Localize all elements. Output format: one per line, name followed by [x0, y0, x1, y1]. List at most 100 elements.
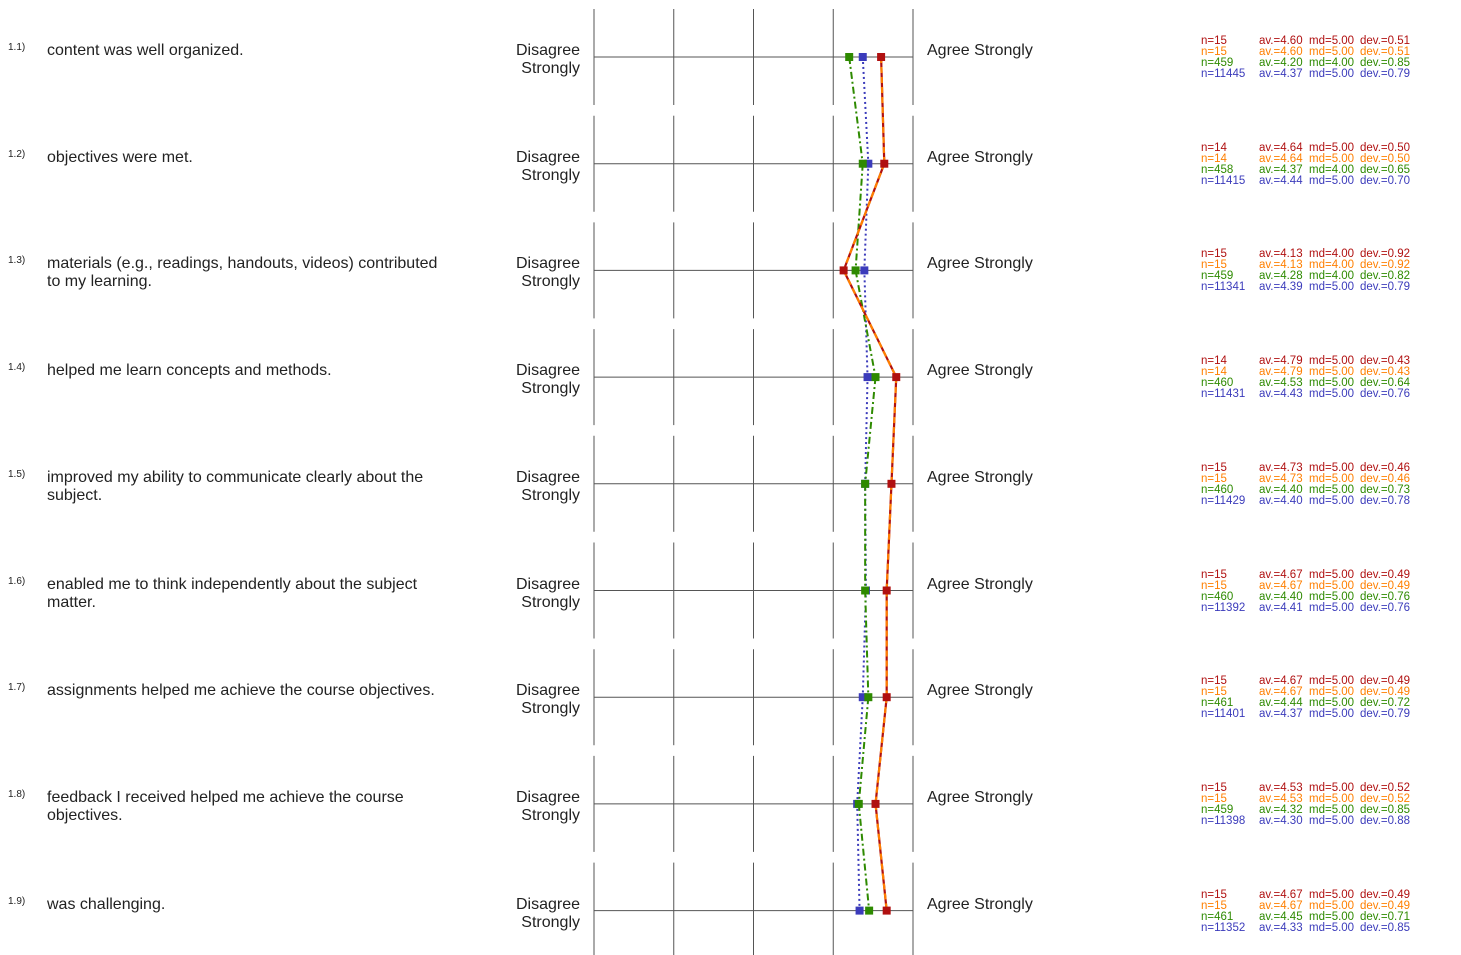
series-segment [874, 697, 888, 805]
stat-n: n=459 [1201, 803, 1234, 816]
question-number: 1.1) [8, 42, 26, 53]
stat-av: av.=4.37 [1259, 708, 1303, 721]
item-stats: n=15 av.=4.67 md=5.00 dev.=0.49 n=15 av.=4.67… [1201, 675, 1461, 721]
stats-row: n=15 av.=4.73 md=5.00 dev.=0.46 [1201, 472, 1461, 485]
stat-dev: dev.=0.85 [1360, 803, 1410, 816]
series-segment [842, 163, 886, 271]
stat-md: md=5.00 [1309, 366, 1355, 379]
stat-dev: dev.=0.52 [1360, 792, 1410, 805]
data-point [845, 53, 854, 61]
stat-av: av.=4.45 [1259, 910, 1303, 923]
data-point [871, 799, 880, 808]
stat-av: av.=4.64 [1259, 141, 1303, 154]
stat-n: n=14 [1201, 141, 1227, 154]
series-segment [864, 377, 877, 484]
series-segment [857, 697, 870, 804]
data-point [892, 373, 901, 382]
stat-av: av.=4.67 [1259, 686, 1303, 699]
stat-n: n=11415 [1201, 174, 1246, 187]
question-text: helped me learn concepts and methods. [47, 362, 332, 380]
stat-dev: dev.=0.46 [1360, 461, 1410, 474]
stat-md: md=4.00 [1309, 163, 1355, 176]
data-point [839, 266, 848, 275]
stat-av: av.=4.13 [1259, 248, 1303, 261]
left-pole-label: Disagree Strongly [515, 575, 580, 611]
left-pole-label: Disagree Strongly [515, 895, 580, 931]
stat-dev: dev.=0.49 [1360, 579, 1410, 592]
stat-n: n=15 [1201, 35, 1227, 47]
stat-dev: dev.=0.78 [1360, 494, 1410, 507]
data-point [858, 53, 867, 61]
series-segment [848, 56, 864, 164]
stats-row: n=15 av.=4.67 md=5.00 dev.=0.49 [1201, 888, 1461, 901]
stats-row: n=15 av.=4.67 md=5.00 dev.=0.49 [1201, 569, 1461, 581]
data-point [871, 373, 880, 382]
stat-n: n=15 [1201, 792, 1227, 805]
stat-n: n=11398 [1201, 814, 1246, 827]
stat-md: md=5.00 [1309, 281, 1355, 294]
question-number: 1.8) [8, 788, 26, 800]
stat-n: n=459 [1201, 57, 1234, 69]
right-pole-label: Agree Strongly [927, 362, 1033, 380]
series-segment [857, 803, 871, 911]
left-pole-label: Disagree Strongly [515, 42, 580, 77]
stat-av: av.=4.67 [1259, 888, 1303, 901]
series-segment [856, 803, 861, 911]
question-text: was challenging. [47, 895, 166, 913]
stat-md: md=5.00 [1309, 803, 1355, 816]
question-number: 1.7) [8, 682, 26, 694]
stat-n: n=11429 [1201, 494, 1246, 507]
stats-row: n=459 av.=4.32 md=5.00 dev.=0.85 [1201, 803, 1461, 816]
stat-md: md=5.00 [1309, 35, 1355, 47]
stats-row: n=459 av.=4.28 md=4.00 dev.=0.82 [1201, 271, 1461, 283]
stat-av: av.=4.60 [1259, 35, 1303, 47]
data-point [861, 586, 870, 595]
stat-md: md=5.00 [1309, 910, 1355, 923]
stats-row: n=11401 av.=4.37 md=5.00 dev.=0.79 [1201, 708, 1461, 721]
stat-dev: dev.=0.79 [1360, 68, 1410, 80]
stat-md: md=5.00 [1309, 483, 1355, 496]
stat-md: md=5.00 [1309, 899, 1355, 912]
stat-md: md=5.00 [1309, 814, 1355, 827]
question-number: 1.4) [8, 362, 26, 374]
data-point [877, 53, 886, 61]
stat-md: md=5.00 [1309, 174, 1355, 187]
stat-dev: dev.=0.71 [1360, 910, 1410, 923]
data-point [887, 479, 896, 488]
data-point [860, 266, 869, 275]
stat-n: n=15 [1201, 461, 1227, 474]
data-point [863, 373, 872, 382]
stat-n: n=460 [1201, 377, 1234, 390]
stat-dev: dev.=0.49 [1360, 888, 1410, 901]
data-point [880, 159, 889, 168]
data-point [854, 799, 863, 808]
stat-dev: dev.=0.92 [1360, 248, 1410, 261]
stat-n: n=14 [1201, 152, 1227, 165]
stat-md: md=5.00 [1309, 686, 1355, 699]
left-pole-label: Disagree Strongly [515, 682, 580, 718]
stats-row: n=11341 av.=4.39 md=5.00 dev.=0.79 [1201, 281, 1461, 294]
item-stats: n=15 av.=4.60 md=5.00 dev.=0.51 n=15 av.=4.60… [1201, 35, 1461, 80]
stat-dev: dev.=0.51 [1360, 46, 1410, 58]
stat-n: n=15 [1201, 248, 1227, 261]
left-pole-label: Disagree Strongly [515, 362, 580, 398]
stat-dev: dev.=0.85 [1360, 921, 1410, 934]
data-point [855, 906, 864, 915]
stat-dev: dev.=0.70 [1360, 174, 1410, 187]
stat-md: md=5.00 [1309, 472, 1355, 485]
stat-md: md=5.00 [1309, 388, 1355, 401]
stat-dev: dev.=0.43 [1360, 366, 1410, 379]
left-pole-label: Disagree Strongly [515, 255, 580, 291]
item-stats: n=15 av.=4.73 md=5.00 dev.=0.46 n=15 av.=4.73… [1201, 461, 1461, 507]
stats-row: n=15 av.=4.13 md=4.00 dev.=0.92 [1201, 260, 1461, 272]
stats-row: n=11429 av.=4.40 md=5.00 dev.=0.78 [1201, 494, 1461, 507]
stat-n: n=11341 [1201, 281, 1246, 294]
question-number: 1.5) [8, 468, 26, 480]
stat-av: av.=4.39 [1259, 281, 1303, 294]
stat-md: md=4.00 [1309, 57, 1355, 69]
stat-n: n=11431 [1201, 388, 1246, 401]
right-pole-label: Agree Strongly [927, 148, 1033, 166]
stat-md: md=5.00 [1309, 921, 1355, 934]
stat-n: n=11352 [1201, 921, 1246, 934]
stats-row: n=15 av.=4.60 md=5.00 dev.=0.51 [1201, 46, 1461, 58]
